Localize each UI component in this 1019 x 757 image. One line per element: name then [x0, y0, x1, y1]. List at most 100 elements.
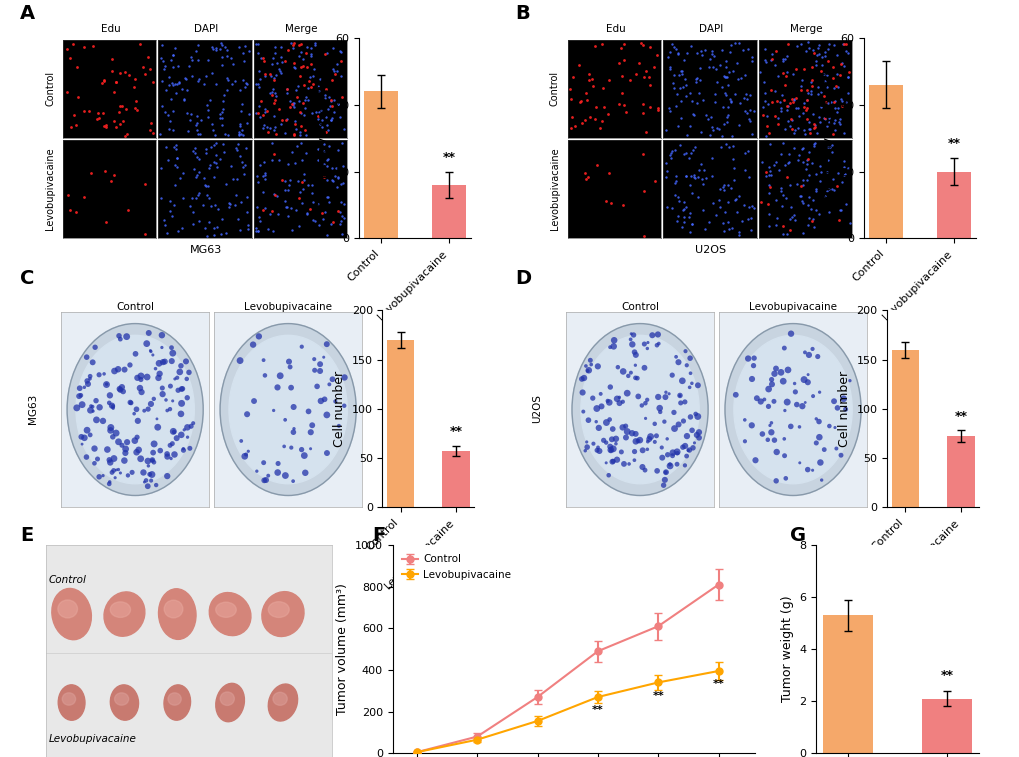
Point: [273, 41, 289, 53]
Point: [794, 227, 810, 239]
Point: [331, 218, 347, 230]
Point: [694, 177, 710, 189]
Point: [825, 123, 842, 136]
Point: [703, 45, 719, 57]
Point: [782, 420, 798, 432]
Point: [286, 128, 303, 140]
Point: [684, 107, 700, 120]
Point: [608, 453, 625, 466]
Point: [95, 469, 111, 481]
Point: [333, 178, 350, 190]
Point: [106, 170, 122, 182]
Point: [259, 126, 275, 138]
Point: [157, 60, 173, 72]
Point: [126, 81, 143, 93]
Point: [140, 480, 156, 492]
Text: D: D: [515, 269, 531, 288]
Point: [752, 195, 768, 207]
Point: [708, 76, 725, 88]
Point: [681, 382, 697, 394]
Point: [752, 66, 768, 78]
Point: [160, 79, 176, 92]
Point: [800, 116, 816, 128]
Point: [802, 88, 818, 100]
Point: [267, 42, 283, 54]
Point: [663, 38, 680, 50]
Point: [167, 179, 183, 192]
Point: [726, 174, 742, 186]
Point: [800, 191, 816, 203]
Point: [788, 178, 804, 190]
Point: [200, 104, 216, 116]
Point: [736, 414, 752, 426]
Point: [824, 128, 841, 140]
Point: [159, 226, 175, 238]
Point: [279, 113, 296, 125]
Point: [731, 97, 747, 109]
Point: [577, 444, 593, 456]
Point: [126, 407, 143, 419]
Point: [666, 144, 683, 156]
Point: [75, 40, 92, 52]
Point: [227, 142, 244, 154]
Point: [137, 228, 153, 240]
Point: [280, 356, 297, 368]
Point: [672, 139, 688, 151]
Point: [186, 142, 203, 154]
Point: [272, 65, 288, 77]
Point: [210, 204, 226, 216]
Point: [612, 42, 629, 55]
Point: [772, 185, 789, 198]
Y-axis label: Tumor volume (mm³): Tumor volume (mm³): [336, 583, 350, 715]
Point: [635, 185, 651, 197]
Point: [304, 187, 320, 199]
Point: [757, 129, 773, 142]
Point: [767, 194, 784, 206]
Point: [726, 162, 742, 174]
Point: [238, 117, 255, 129]
Point: [96, 165, 112, 177]
Point: [137, 68, 153, 80]
Point: [819, 38, 836, 50]
Point: [786, 378, 802, 390]
Point: [715, 179, 732, 192]
Point: [759, 400, 775, 413]
Point: [285, 97, 302, 109]
Point: [775, 404, 792, 416]
Point: [636, 338, 652, 350]
Point: [579, 365, 595, 377]
Ellipse shape: [273, 693, 287, 706]
Point: [252, 215, 268, 227]
Point: [562, 93, 579, 105]
Point: [815, 90, 832, 102]
Point: [663, 369, 680, 382]
Point: [332, 70, 348, 82]
Point: [785, 95, 801, 107]
Point: [646, 418, 662, 430]
Point: [207, 149, 223, 161]
Point: [298, 91, 314, 103]
Ellipse shape: [268, 684, 298, 721]
Point: [682, 148, 698, 160]
Point: [686, 141, 702, 153]
Point: [173, 428, 190, 441]
Point: [614, 98, 631, 111]
Point: [330, 420, 346, 432]
Point: [152, 52, 168, 64]
Point: [716, 61, 733, 73]
Point: [742, 104, 758, 117]
Text: F: F: [372, 526, 385, 545]
Point: [626, 346, 642, 358]
Text: Levobupivacaine: Levobupivacaine: [45, 147, 55, 229]
Point: [601, 441, 618, 453]
Point: [804, 464, 820, 476]
Point: [173, 83, 190, 95]
Ellipse shape: [58, 600, 77, 618]
Point: [108, 464, 124, 476]
Point: [303, 81, 319, 93]
Point: [324, 162, 340, 174]
Point: [291, 106, 308, 118]
Point: [807, 119, 823, 131]
Point: [166, 373, 182, 385]
Point: [161, 123, 177, 136]
